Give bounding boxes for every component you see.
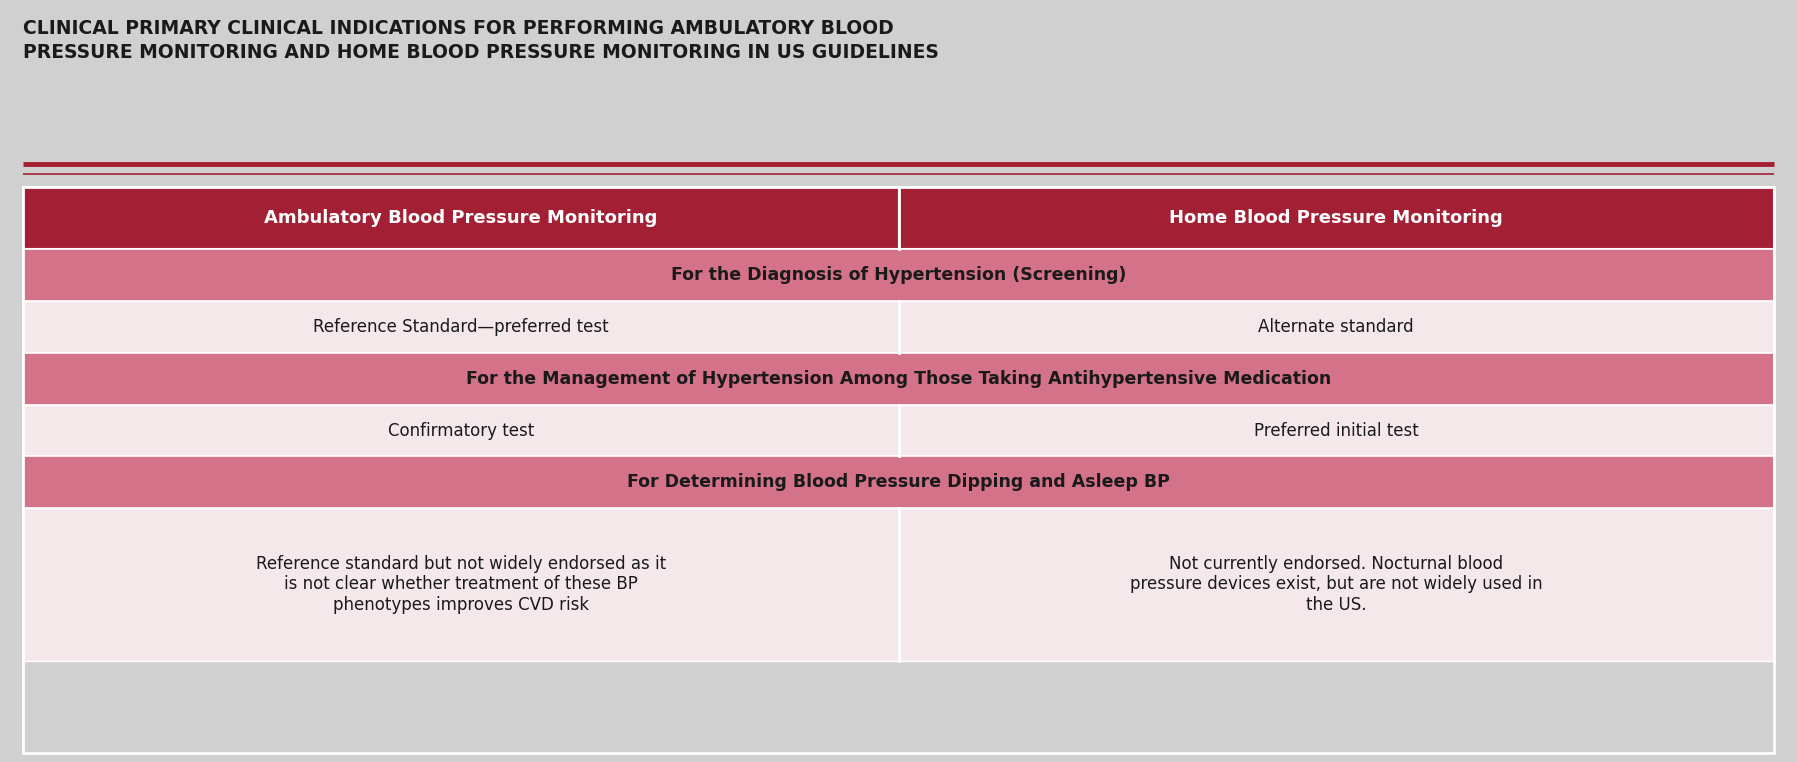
Text: For the Management of Hypertension Among Those Taking Antihypertensive Medicatio: For the Management of Hypertension Among… (465, 370, 1332, 388)
Bar (898, 301, 1774, 353)
Bar (23, 405, 898, 456)
Text: Reference Standard—preferred test: Reference Standard—preferred test (313, 318, 609, 336)
Bar (898, 187, 1774, 249)
Text: Preferred initial test: Preferred initial test (1254, 421, 1418, 440)
Bar (898, 405, 1774, 456)
Bar (23, 456, 1774, 508)
Bar (23, 249, 1774, 301)
Text: Alternate standard: Alternate standard (1258, 318, 1414, 336)
Text: Home Blood Pressure Monitoring: Home Blood Pressure Monitoring (1170, 209, 1502, 227)
Bar (23, 353, 1774, 405)
Text: Not currently endorsed. Nocturnal blood
pressure devices exist, but are not wide: Not currently endorsed. Nocturnal blood … (1130, 555, 1542, 614)
Text: Ambulatory Blood Pressure Monitoring: Ambulatory Blood Pressure Monitoring (264, 209, 658, 227)
Bar (23, 508, 898, 661)
Text: Reference standard but not widely endorsed as it
is not clear whether treatment : Reference standard but not widely endors… (255, 555, 667, 614)
Text: For the Diagnosis of Hypertension (Screening): For the Diagnosis of Hypertension (Scree… (670, 266, 1127, 284)
Text: For Determining Blood Pressure Dipping and Asleep BP: For Determining Blood Pressure Dipping a… (627, 473, 1170, 491)
Bar (23, 187, 1774, 753)
Text: CLINICAL PRIMARY CLINICAL INDICATIONS FOR PERFORMING AMBULATORY BLOOD
PRESSURE M: CLINICAL PRIMARY CLINICAL INDICATIONS FO… (23, 19, 940, 62)
Bar (23, 187, 898, 249)
Bar (898, 508, 1774, 661)
Bar (23, 301, 898, 353)
Text: Confirmatory test: Confirmatory test (388, 421, 534, 440)
